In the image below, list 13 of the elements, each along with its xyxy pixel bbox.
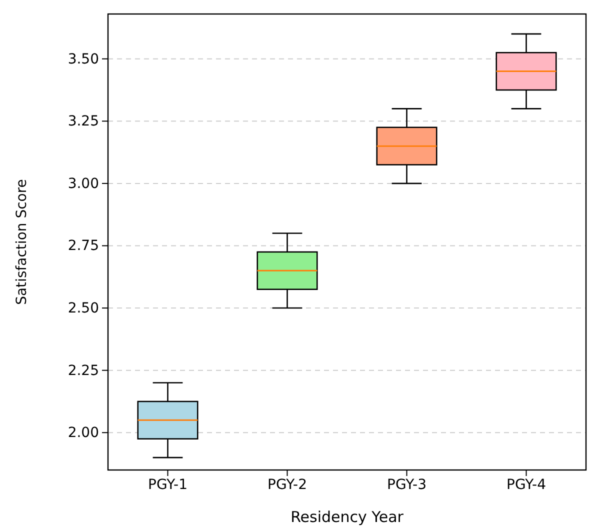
y-axis-title: Satisfaction Score bbox=[14, 179, 30, 305]
y-tick-label: 3.25 bbox=[68, 114, 99, 130]
y-tick-label: 2.75 bbox=[68, 238, 99, 254]
x-axis-title: Residency Year bbox=[290, 508, 404, 526]
x-tick-label: PGY-4 bbox=[506, 476, 546, 493]
x-tick-label: PGY-1 bbox=[148, 476, 188, 493]
y-tick-label: 2.00 bbox=[68, 425, 99, 442]
y-tick-label: 2.25 bbox=[68, 362, 99, 379]
x-tick-label: PGY-3 bbox=[387, 476, 426, 493]
x-tick-label: PGY-2 bbox=[268, 476, 307, 493]
y-tick-label: 3.50 bbox=[68, 51, 99, 68]
y-tick-label: 2.50 bbox=[68, 300, 99, 317]
y-tick-label: 3.00 bbox=[68, 176, 99, 192]
